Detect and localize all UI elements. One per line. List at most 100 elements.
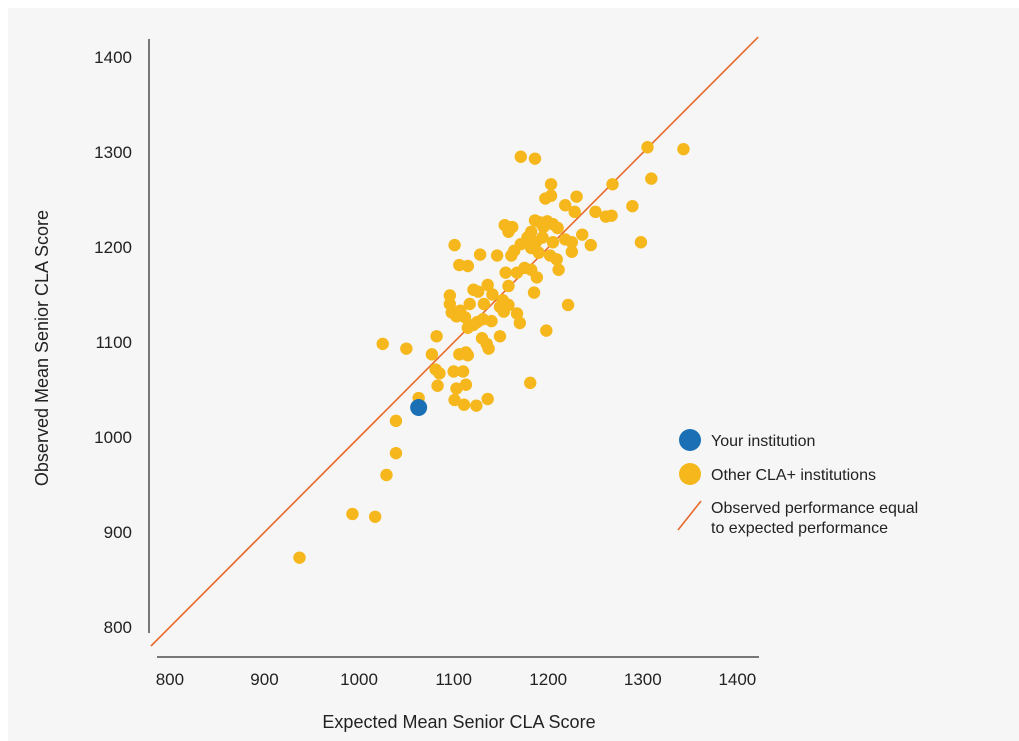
y-tick-label: 900 — [104, 523, 132, 542]
y-tick-label: 1000 — [94, 428, 132, 447]
other-institution-point — [447, 365, 460, 378]
other-institution-point — [544, 178, 558, 191]
other-institution-point — [584, 238, 597, 252]
other-institution-point — [493, 330, 507, 343]
other-institution-point — [485, 314, 498, 328]
other-institution-point — [425, 348, 439, 361]
other-institution-point — [448, 238, 461, 252]
other-institution-point — [481, 392, 494, 406]
other-institution-point — [457, 398, 471, 411]
other-institution-point — [551, 221, 564, 235]
other-institution-point — [502, 298, 515, 312]
other-institution-point — [568, 205, 581, 219]
other-institution-point — [576, 228, 589, 241]
other-institution-point — [346, 507, 359, 521]
y-tick-label: 1200 — [94, 238, 132, 257]
other-institution-point — [499, 266, 512, 279]
other-institution-point — [532, 246, 545, 259]
other-institution-point — [400, 342, 413, 355]
other-institution-point — [641, 141, 654, 154]
x-tick-label: 1300 — [624, 670, 662, 689]
other-institution-point — [470, 399, 483, 412]
legend-reference-line-marker — [677, 500, 702, 531]
y-tick-label: 1400 — [94, 48, 132, 67]
legend-reference-line-label-2: to expected performance — [711, 520, 888, 537]
other-institution-point — [490, 249, 504, 262]
x-tick-label: 1400 — [718, 670, 756, 689]
other-institution-point — [458, 311, 472, 324]
data-points — [293, 141, 690, 564]
other-institution-point — [448, 393, 461, 407]
other-institution-point — [430, 330, 443, 343]
other-institution-point — [527, 286, 541, 299]
other-institution-point — [645, 172, 658, 185]
x-tick-label: 1200 — [529, 670, 567, 689]
other-institution-point — [431, 379, 444, 392]
legend-other-institutions-label: Other CLA+ institutions — [711, 467, 876, 484]
other-institution-point — [536, 231, 549, 244]
other-institution-point — [544, 189, 558, 202]
chart-panel: 800 900 1000 1100 1200 1300 1400 800 900 1000 110… — [8, 8, 1019, 741]
other-institution-point — [450, 382, 463, 395]
legend-your-institution-label: Your institution — [711, 433, 815, 450]
other-institution-point — [524, 225, 538, 238]
y-tick-labels: 800 900 1000 1100 1200 1300 1400 — [94, 48, 132, 637]
other-institution-point — [461, 321, 475, 334]
other-institution-point — [677, 142, 690, 156]
other-institution-point — [570, 190, 583, 203]
y-tick-label: 1300 — [94, 143, 132, 162]
other-institution-point — [502, 279, 515, 293]
other-institution-point — [463, 297, 476, 311]
other-institution-point — [433, 367, 446, 380]
legend-other-institutions-marker — [679, 463, 701, 485]
axes — [148, 39, 759, 658]
other-institution-point — [459, 378, 473, 391]
y-tick-label: 1100 — [95, 333, 132, 352]
other-institution-point — [473, 248, 487, 261]
other-institution-point — [552, 263, 565, 276]
x-tick-label: 800 — [156, 670, 184, 689]
other-institution-point — [634, 236, 648, 249]
other-institution-point — [293, 551, 306, 564]
reference-line-group — [150, 36, 759, 647]
other-institution-point — [477, 297, 491, 311]
other-institution-point — [565, 236, 579, 249]
other-institution-point — [626, 199, 639, 213]
other-institution-point — [561, 298, 575, 312]
other-institution-point — [606, 178, 619, 191]
other-institution-point — [510, 307, 524, 320]
other-institution-point — [380, 468, 393, 482]
other-institution-point — [550, 253, 563, 266]
other-institution-point — [513, 316, 527, 330]
other-institution-point — [565, 245, 579, 258]
x-tick-label: 1000 — [340, 670, 378, 689]
scatter-chart: 800 900 1000 1100 1200 1300 1400 800 900 1000 110… — [32, 36, 918, 732]
other-institution-point — [589, 205, 602, 219]
other-institution-point — [514, 150, 527, 163]
other-institution-point — [559, 199, 572, 212]
legend-reference-line-label-1: Observed performance equal — [711, 500, 918, 517]
other-institution-point — [368, 510, 382, 523]
other-institution-point — [506, 220, 519, 234]
other-institution-point — [530, 271, 544, 284]
other-institution-point — [546, 236, 560, 249]
x-axis-title: Expected Mean Senior CLA Score — [322, 712, 595, 732]
other-institution-point — [472, 285, 485, 298]
other-institution-point — [481, 278, 494, 292]
other-institution-point — [389, 414, 403, 428]
other-institution-point — [524, 376, 537, 390]
other-institution-point — [461, 259, 475, 273]
other-institution-point — [482, 342, 495, 355]
y-tick-label: 800 — [104, 618, 132, 637]
other-institution-point — [605, 209, 618, 222]
your-institution-point — [410, 399, 428, 417]
x-tick-labels: 800 900 1000 1100 1200 1300 1400 — [156, 670, 757, 689]
other-institution-point — [376, 337, 389, 351]
x-tick-label: 1100 — [435, 670, 472, 689]
other-institution-point — [461, 349, 475, 362]
other-institution-point — [486, 288, 499, 301]
reference-line — [150, 36, 759, 647]
y-axis-title: Observed Mean Senior CLA Score — [32, 210, 52, 486]
other-institution-point — [540, 324, 553, 337]
legend-your-institution-marker — [679, 429, 701, 451]
